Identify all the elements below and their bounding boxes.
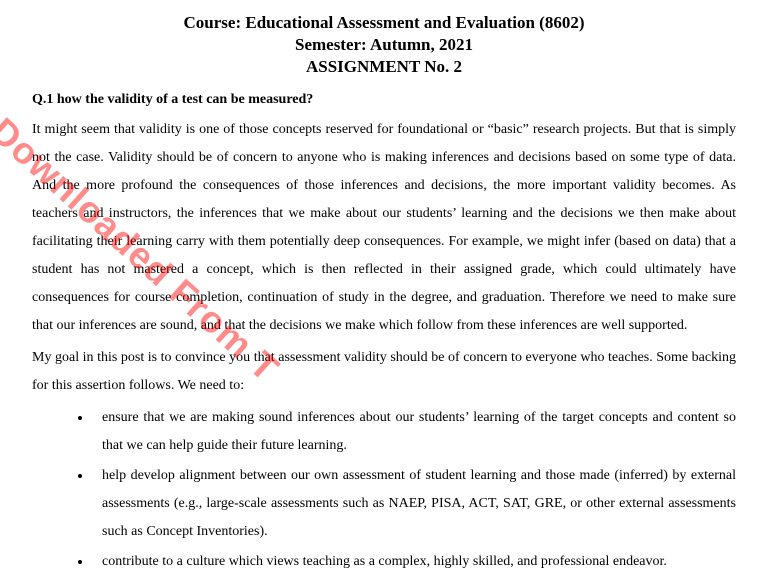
question-heading: Q.1 how the validity of a test can be me… [32, 92, 736, 108]
bullet-item: ensure that we are making sound inferenc… [92, 404, 736, 460]
bullet-item: help develop alignment between our own a… [92, 462, 736, 546]
course-title: Course: Educational Assessment and Evalu… [32, 12, 736, 34]
semester-title: Semester: Autumn, 2021 [32, 34, 736, 56]
paragraph-1: It might seem that validity is one of th… [32, 116, 736, 340]
document-header: Course: Educational Assessment and Evalu… [32, 12, 736, 78]
bullet-list: ensure that we are making sound inferenc… [92, 404, 736, 576]
assignment-number: ASSIGNMENT No. 2 [32, 56, 736, 78]
bullet-item: contribute to a culture which views teac… [92, 548, 736, 576]
paragraph-2: My goal in this post is to convince you … [32, 344, 736, 400]
